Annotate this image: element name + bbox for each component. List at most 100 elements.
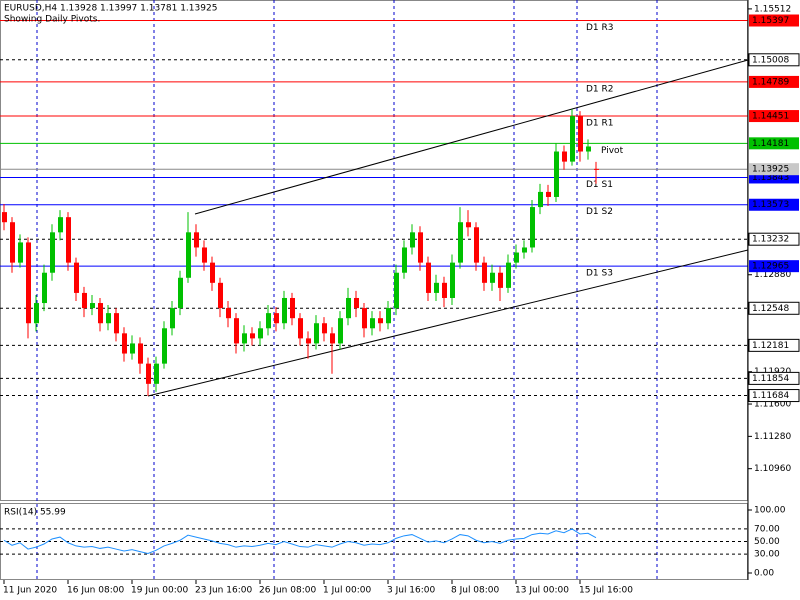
candle-body [522, 247, 527, 253]
candle-body [250, 333, 255, 339]
candle-body [490, 272, 495, 283]
candle-body [2, 212, 7, 223]
candle-body [386, 308, 391, 324]
candle-body [506, 262, 511, 288]
x-tick-label: 1 Jul 00:00 [323, 586, 372, 596]
candle-body [498, 272, 503, 288]
price-box [748, 53, 800, 67]
pivot-box [749, 75, 799, 88]
pivot-label: D1 S2 [586, 207, 613, 217]
candle-body [266, 313, 271, 329]
price-box-label: 1.13232 [752, 235, 789, 245]
rsi-tick-label: 50.00 [754, 537, 780, 547]
x-tick-label: 15 Jul 16:00 [579, 586, 633, 596]
candle-body [122, 333, 127, 354]
candle-body [466, 222, 471, 228]
candle-body [546, 191, 551, 197]
x-tick-label: 3 Jul 16:00 [387, 586, 436, 596]
pivot-label: D1 S3 [586, 269, 613, 279]
candle-body [98, 303, 103, 324]
candle-body [290, 297, 295, 319]
y-tick-label: 1.11280 [754, 432, 791, 442]
candle-body [18, 242, 23, 263]
rsi-tick-label: 30.00 [754, 550, 780, 560]
pivot-box-label: 1.15397 [752, 16, 789, 26]
candle-body [474, 227, 479, 263]
pivot-box-label: 1.14451 [752, 112, 789, 122]
pivot-box-label: 1.13573 [752, 200, 789, 210]
candle-body [458, 222, 463, 263]
price-box [748, 371, 800, 385]
candle-body [570, 116, 575, 162]
candle-body [378, 318, 383, 324]
candle-body [530, 207, 535, 248]
rsi-label: RSI(14) 55.99 [4, 508, 66, 518]
price-box-label: 1.11854 [752, 374, 789, 384]
candle-body [218, 282, 223, 309]
candle-body [10, 222, 15, 263]
candle-body [578, 116, 583, 152]
candle-body [562, 151, 567, 162]
candle-body [34, 303, 39, 324]
candles [2, 109, 599, 396]
price-box [748, 338, 800, 352]
candle-body [162, 328, 167, 364]
candle-body [538, 191, 543, 208]
candle-body [178, 277, 183, 309]
candle-body [298, 318, 303, 339]
candle-body [82, 292, 87, 309]
candle-body [338, 318, 343, 344]
candle-body [410, 232, 415, 248]
price-box-label: 1.12181 [752, 341, 789, 351]
price-box [748, 389, 800, 403]
price-box [748, 232, 800, 246]
pivot-box [749, 260, 799, 273]
x-tick-label: 8 Jul 08:00 [451, 586, 500, 596]
candle-body [66, 217, 71, 263]
pivot-box [749, 14, 799, 27]
candle-body [130, 343, 135, 354]
candle-body [586, 146, 591, 152]
candle-body [282, 297, 287, 324]
candle-body [234, 318, 239, 344]
price-box-label: 1.12548 [752, 304, 789, 314]
rsi-tick-label: 0.00 [754, 569, 774, 579]
pivot-box-label: 1.14181 [752, 139, 789, 149]
rsi-tick-label: 70.00 [754, 524, 780, 534]
candle-body [194, 232, 199, 248]
candle-body [242, 333, 247, 344]
y-tick-label: 1.10960 [754, 464, 791, 474]
candle-body [106, 313, 111, 324]
candle-body [58, 217, 63, 233]
candle-body [442, 282, 447, 298]
rsi-line [3, 528, 597, 554]
candle-body [202, 247, 207, 263]
candle-body [314, 323, 319, 344]
x-tick-label: 19 Jun 00:00 [131, 586, 188, 596]
bid-box [749, 163, 799, 176]
candle-body [370, 318, 375, 329]
price-box [748, 301, 800, 315]
candle-body [594, 168, 599, 170]
candle-body [226, 308, 231, 319]
candle-body [402, 247, 407, 273]
candle-body [154, 363, 159, 384]
candle-body [482, 262, 487, 283]
pivot-label: D1 R2 [586, 84, 614, 94]
rsi-pane: RSI(14) 55.99 [0, 508, 752, 574]
candle-body [554, 151, 559, 197]
levels: D1 R3 D1 R2 D1 R1 Pivot D1 S1 D1 S2 D1 S3 [0, 20, 748, 397]
candle-body [274, 313, 279, 324]
candle-body [258, 328, 263, 339]
pivot-label: D1 S1 [586, 180, 613, 190]
axes: 1.155121.128801.119201.116001.112801.109… [3, 0, 800, 596]
y-tick-label: 1.15512 [754, 4, 791, 14]
x-tick-label: 13 Jul 00:00 [515, 586, 569, 596]
candle-body [186, 232, 191, 278]
price-box-label: 1.15008 [752, 55, 789, 65]
x-tick-label: 11 Jun 2020 [3, 586, 57, 596]
x-tick-label: 23 Jun 16:00 [195, 586, 252, 596]
